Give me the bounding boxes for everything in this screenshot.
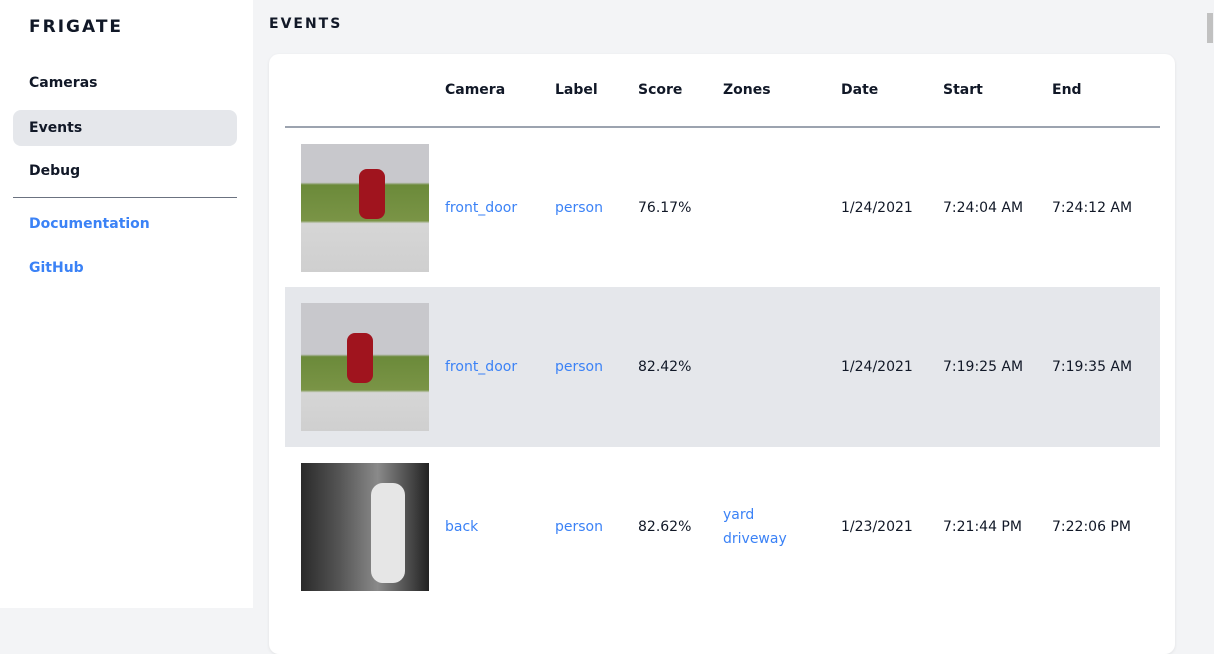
label-link[interactable]: person [555, 199, 603, 216]
zones [723, 127, 841, 287]
score: 82.62% [638, 519, 692, 535]
header-end: End [1052, 54, 1160, 128]
zones [723, 287, 841, 447]
camera-link[interactable]: back [445, 519, 479, 535]
table-row[interactable]: front_door person 76.17% 1/24/2021 7:24:… [285, 127, 1160, 287]
table-row[interactable]: back person 82.62% yard driveway 1/23/202… [285, 447, 1160, 607]
scrollbar-thumb[interactable] [1207, 13, 1213, 43]
header-thumbnail [285, 54, 445, 128]
event-thumbnail[interactable] [301, 143, 429, 272]
header-start: Start [943, 54, 1052, 128]
divider [13, 197, 237, 198]
end-time: 7:22:06 PM [1052, 519, 1131, 535]
header-zones: Zones [723, 54, 841, 128]
zones: yard driveway [723, 447, 841, 607]
sidebar-item-events[interactable]: Events [13, 110, 237, 146]
start-time: 7:19:25 AM [943, 287, 1052, 447]
header-label: Label [555, 54, 638, 128]
event-thumbnail[interactable] [301, 303, 429, 431]
app-logo: FRIGATE [29, 17, 124, 37]
start-time: 7:24:04 AM [943, 199, 1024, 216]
date: 1/24/2021 [841, 199, 913, 216]
zone[interactable]: yard [723, 507, 755, 523]
sidebar-item-debug[interactable]: Debug [29, 163, 81, 179]
label-link[interactable]: person [555, 519, 603, 535]
github-link[interactable]: GitHub [29, 260, 84, 276]
header-date: Date [841, 54, 943, 128]
date: 1/23/2021 [841, 519, 913, 535]
header-score: Score [638, 54, 723, 128]
header-camera: Camera [445, 54, 555, 128]
events-table: Camera Label Score Zones Date Start End … [285, 54, 1160, 607]
scrollbar[interactable] [1206, 0, 1214, 608]
event-thumbnail[interactable] [301, 463, 429, 591]
table-row[interactable]: front_door person 82.42% 1/24/2021 7:19:… [285, 287, 1160, 447]
end-time: 7:24:12 AM [1052, 199, 1133, 216]
sidebar: FRIGATE Cameras Events Debug Documentati… [0, 0, 253, 608]
zone[interactable]: driveway [723, 531, 787, 547]
events-card: Camera Label Score Zones Date Start End … [269, 54, 1175, 654]
camera-link[interactable]: front_door [445, 199, 518, 216]
score: 82.42% [638, 287, 723, 447]
sidebar-item-cameras[interactable]: Cameras [29, 75, 98, 91]
label-link[interactable]: person [555, 287, 638, 447]
page-title: EVENTS [269, 16, 343, 32]
documentation-link[interactable]: Documentation [29, 216, 150, 232]
score: 76.17% [638, 199, 692, 216]
camera-link[interactable]: front_door [445, 287, 555, 447]
end-time: 7:19:35 AM [1052, 287, 1160, 447]
date: 1/24/2021 [841, 287, 943, 447]
start-time: 7:21:44 PM [943, 519, 1022, 535]
